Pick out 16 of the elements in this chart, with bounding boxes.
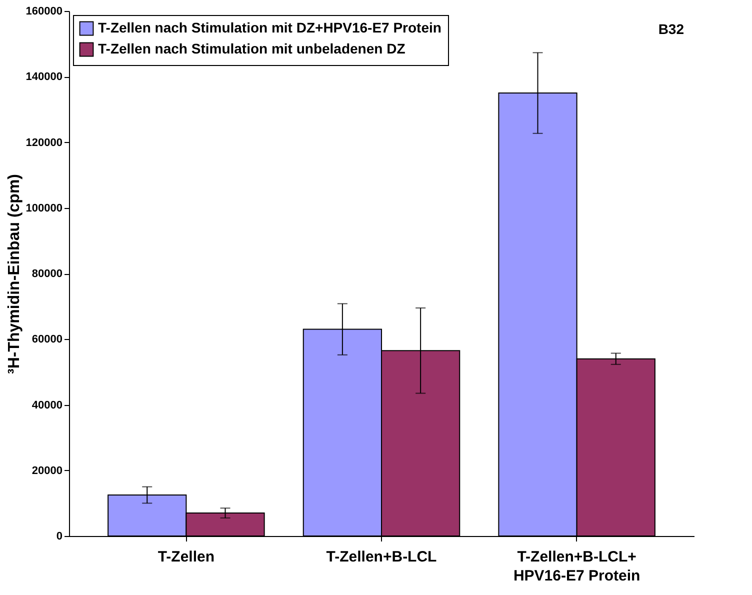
y-axis-title: ³H-Thymidin-Einbau (cpm) — [6, 174, 23, 374]
y-tick-label: 100000 — [26, 202, 62, 214]
y-tick-label: 60000 — [32, 334, 62, 346]
legend-label: T-Zellen nach Stimulation mit unbeladenen DZ — [98, 40, 406, 56]
y-tick-label: 120000 — [26, 136, 62, 149]
y-tick-label: 80000 — [32, 268, 62, 280]
x-tick-label: T-Zellen+B-LCL+ HPV16-E7 Protein — [513, 548, 640, 584]
y-tick-label: 140000 — [26, 71, 62, 84]
legend-label: T-Zellen nach Stimulation mit DZ+HPV16-E7 Protein — [98, 20, 442, 36]
y-tick-label: 0 — [56, 530, 62, 542]
x-tick-label: T-Zellen+B-LCL — [326, 548, 437, 566]
annotation: B32 — [658, 21, 684, 37]
y-tick-label: 40000 — [32, 399, 62, 412]
x-tick-label: T-Zellen — [158, 548, 215, 566]
y-tick-label: 20000 — [32, 464, 62, 477]
y-tick-label: 160000 — [26, 6, 62, 18]
